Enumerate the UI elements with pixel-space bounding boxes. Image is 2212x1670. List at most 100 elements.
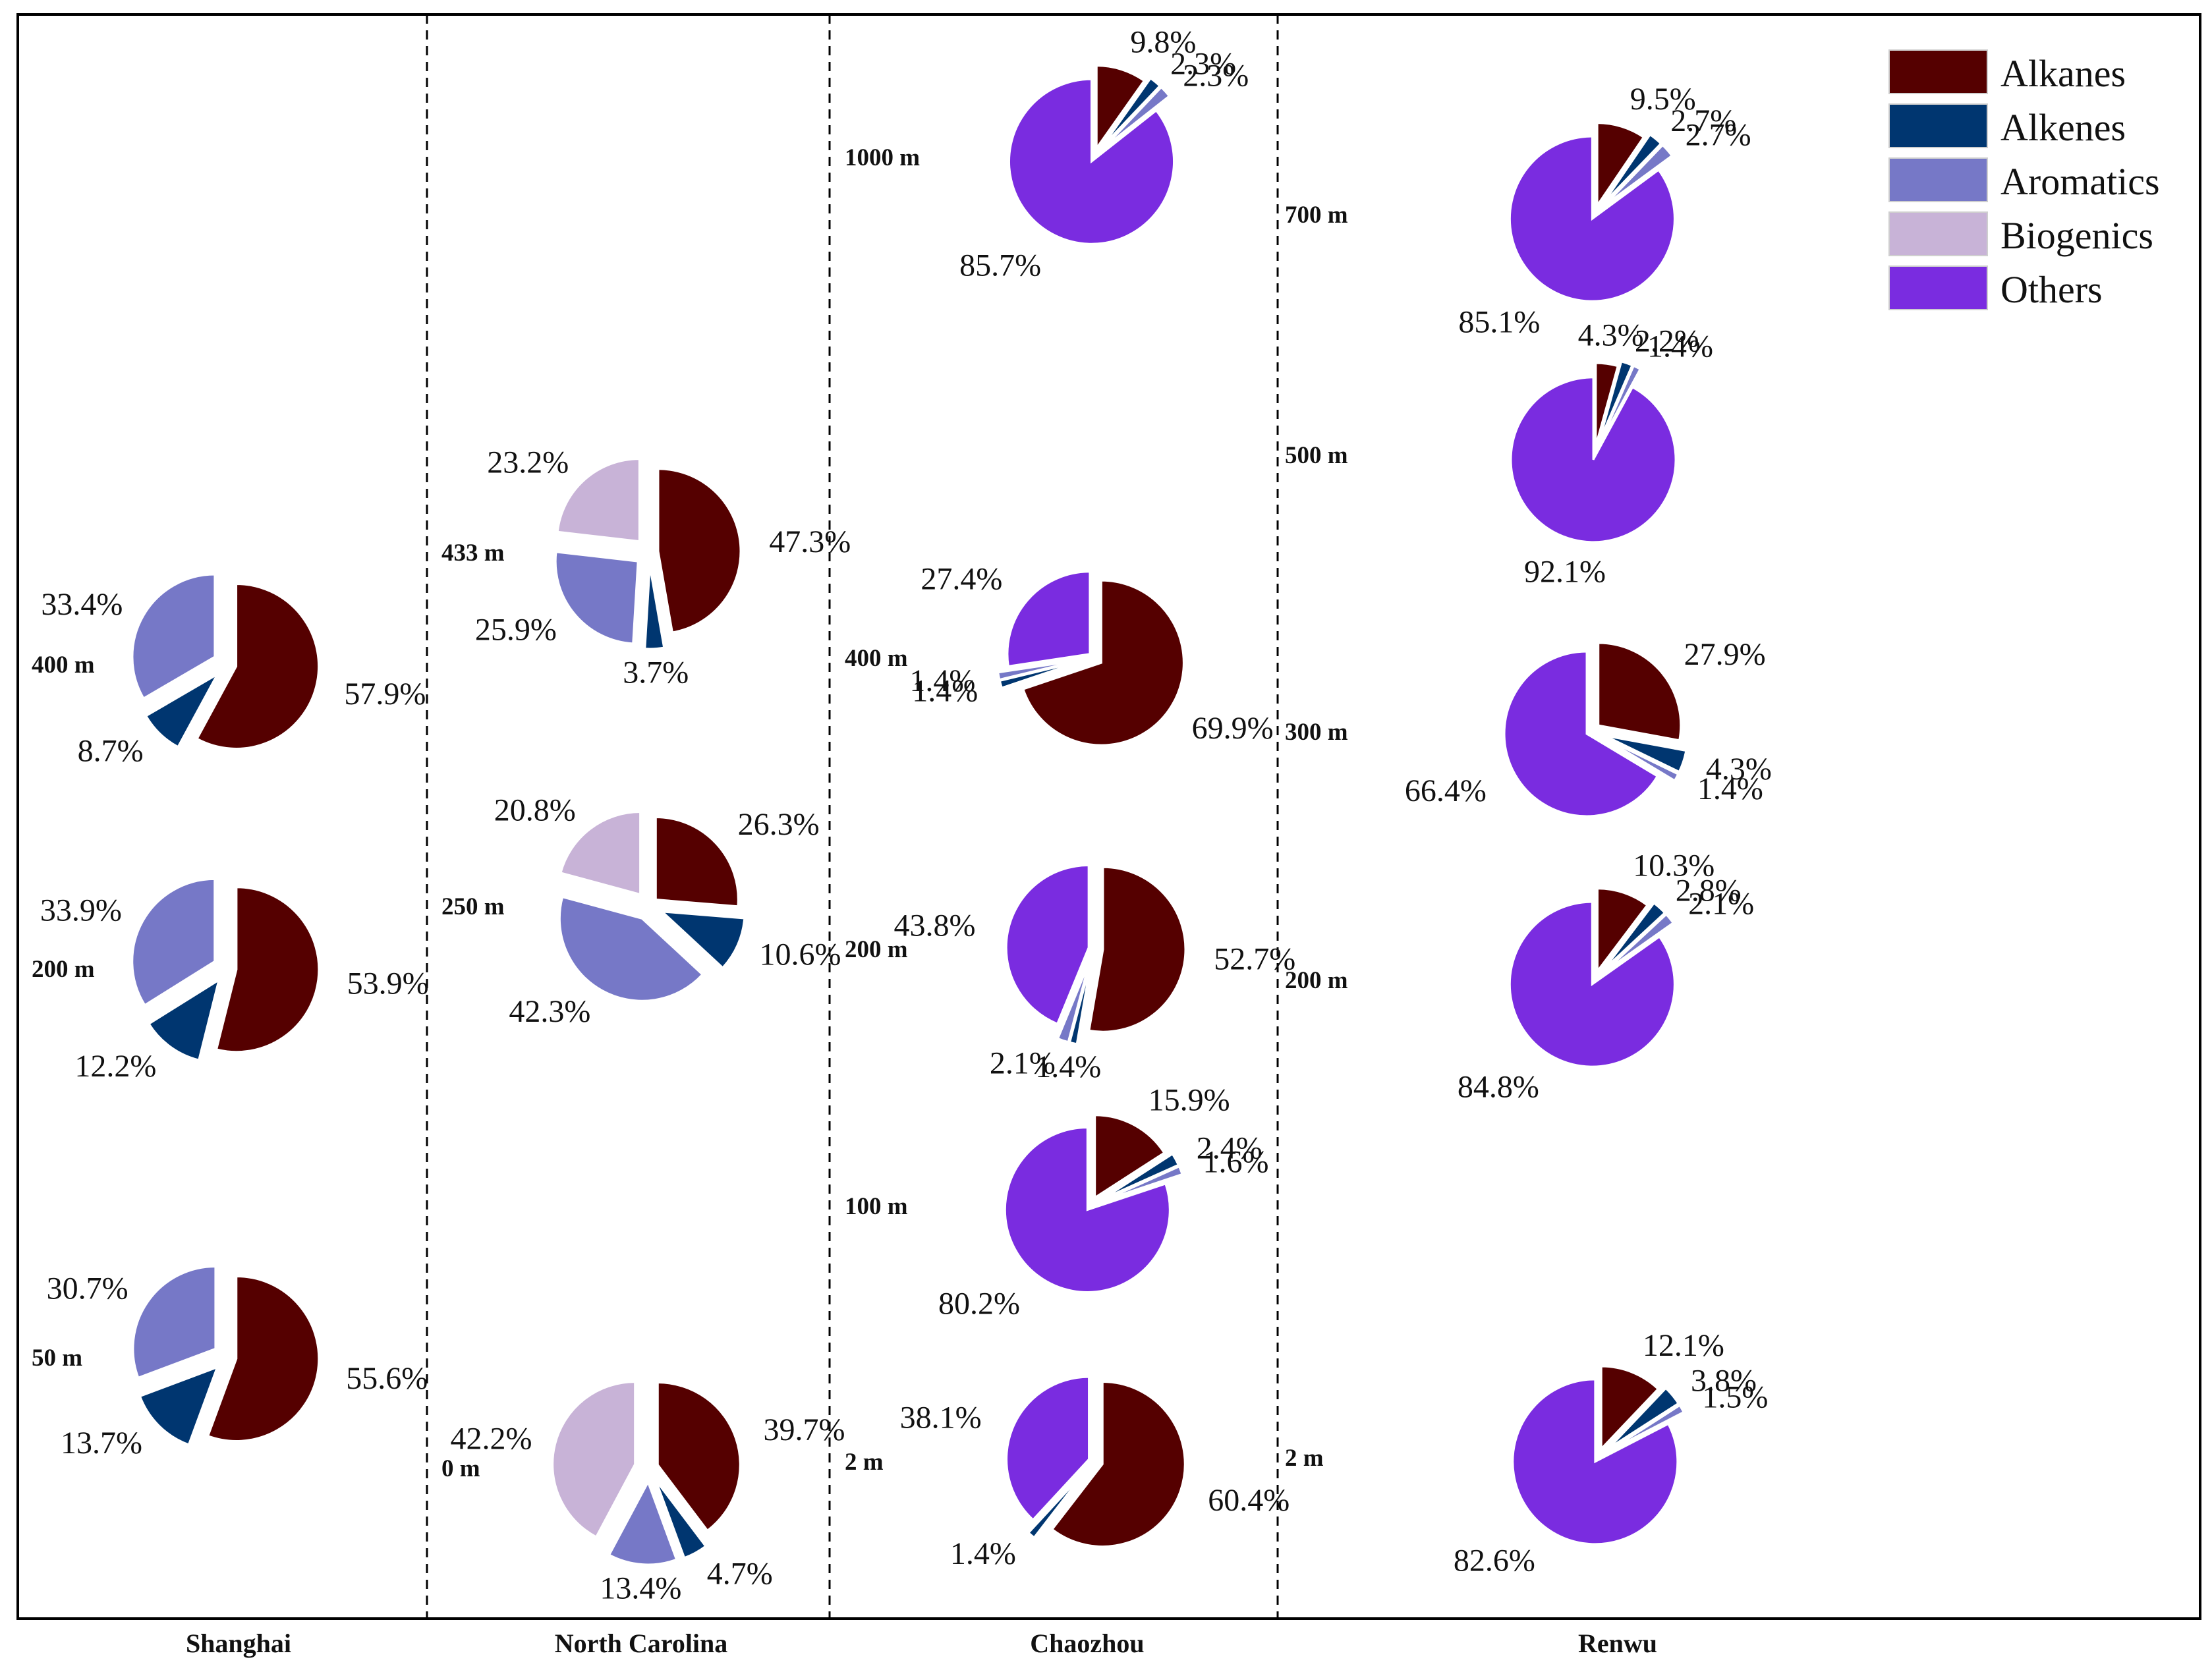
slice-label-others: 85.1%: [1458, 304, 1540, 339]
slice-label-alkanes: 27.9%: [1684, 637, 1766, 672]
legend-label-aromatics: Aromatics: [2000, 160, 2160, 203]
legend-swatch-alkanes: [1888, 49, 1988, 94]
site-labels: Shanghai North Carolina Chaozhou Renwu: [186, 1628, 1657, 1658]
slice-label-alkanes: 57.9%: [344, 677, 426, 711]
pie-slice-aromatics: [1103, 1165, 1183, 1202]
pie-slice-others: [1006, 1376, 1091, 1522]
altitude-label: 433 m: [441, 540, 505, 567]
slice-label-alkenes: 8.7%: [78, 733, 144, 768]
pie-north-carolina-250-m: 250 m 26.3% 10.6% 42.3% 20.8%: [441, 793, 841, 1029]
slice-label-alkenes: 1.4%: [950, 1536, 1016, 1571]
slice-label-alkenes: 3.8%: [1691, 1363, 1757, 1398]
slice-label-aromatics: 42.3%: [509, 994, 590, 1029]
slice-label-alkenes: 1.4%: [912, 674, 978, 709]
slice-label-alkanes: 26.3%: [738, 807, 820, 842]
pie-slice-alkanes: [656, 1381, 741, 1532]
slice-label-alkanes: 39.7%: [764, 1412, 845, 1447]
pie-chaozhou-200-m: 200 m 52.7% 1.4%2.1% 43.8%: [845, 864, 1295, 1084]
pie-slice-aromatics: [558, 895, 704, 1002]
legend-swatch-alkenes: [1888, 103, 1988, 148]
slice-label-alkanes: 47.3%: [769, 524, 851, 559]
legend-swatch-others: [1888, 265, 1988, 310]
slice-label-aromatics: 25.9%: [475, 613, 557, 648]
slice-label-aromatics: 13.4%: [600, 1571, 681, 1606]
slice-label-alkenes: 2.7%: [1670, 103, 1736, 138]
pie-slice-aromatics: [1605, 913, 1675, 972]
pie-slice-others: [1006, 571, 1091, 668]
legend-swatch-aromatics: [1888, 157, 1988, 202]
slice-label-alkanes: 9.5%: [1630, 82, 1696, 117]
altitude-label: 50 m: [32, 1345, 82, 1372]
pie-slice-alkanes: [1597, 642, 1682, 742]
pie-north-carolina-433-m: 433 m 47.3% 3.7% 25.9% 23.2%: [441, 445, 851, 690]
legend-swatch-biogenics: [1888, 211, 1988, 256]
slice-label-others: 43.8%: [894, 908, 976, 943]
pie-slice-others: [1512, 1378, 1679, 1545]
pies-layer: 400 m 57.9% 8.7% 33.4% 200 m 53.9% 12.2% 33.9% 5…: [32, 25, 1772, 1606]
pie-slice-alkenes: [655, 1480, 708, 1559]
pie-renwu-500-m: 500 m 4.3%2.2%1.4% 92.1%: [1285, 318, 1713, 590]
pie-renwu-2-m: 2 m 12.1%3.8%1.5% 82.6%: [1285, 1328, 1768, 1578]
slice-label-alkanes: 9.8%: [1130, 25, 1196, 60]
pie-slice-aromatics: [997, 659, 1080, 681]
altitude-label: 200 m: [845, 936, 908, 963]
legend-label-alkenes: Alkenes: [2000, 106, 2126, 149]
slice-label-others: 85.7%: [959, 248, 1041, 283]
slice-label-alkanes: 55.6%: [346, 1361, 428, 1396]
pie-slice-aromatics: [554, 551, 639, 645]
altitude-label: 200 m: [32, 956, 95, 983]
pie-renwu-300-m: 300 m 27.9% 4.3%1.4% 66.4%: [1285, 637, 1772, 818]
pie-slice-alkenes: [1102, 76, 1162, 147]
slice-label-aromatics: 2.7%: [1686, 117, 1751, 152]
slice-label-alkanes: 53.9%: [347, 966, 429, 1001]
pie-slice-aromatics: [1603, 737, 1680, 782]
slice-label-aromatics: 33.4%: [41, 587, 123, 622]
slice-label-others: 66.4%: [1405, 773, 1487, 808]
pie-slice-alkanes: [654, 816, 739, 908]
altitude-label: 500 m: [1285, 442, 1348, 469]
pie-slice-aromatics: [1104, 86, 1171, 148]
slice-label-alkanes: 4.3%: [1578, 318, 1644, 353]
pie-slice-aromatics: [1600, 364, 1642, 442]
slice-label-aromatics: 1.4%: [909, 663, 975, 698]
pie-slice-aromatics: [1604, 144, 1674, 206]
slice-label-aromatics: 2.1%: [1688, 887, 1754, 922]
pie-slice-others: [1008, 78, 1176, 245]
slice-label-alkenes: 1.4%: [1035, 1049, 1101, 1084]
pie-slice-alkenes: [144, 671, 220, 748]
slice-label-aromatics: 1.4%: [1697, 771, 1763, 806]
slice-label-aromatics: 1.4%: [1647, 329, 1713, 364]
slice-label-others: 38.1%: [900, 1400, 982, 1435]
pie-renwu-700-m: 700 m 9.5%2.7%2.7% 85.1%: [1285, 82, 1751, 339]
pie-slice-alkanes: [1596, 887, 1649, 974]
pie-slice-alkanes: [1596, 122, 1645, 209]
pie-slice-alkanes: [1094, 1114, 1166, 1200]
pie-slice-alkenes: [1598, 360, 1633, 441]
pie-slice-aromatics: [131, 573, 216, 700]
altitude-label: 300 m: [1285, 719, 1348, 746]
pie-slice-alkanes: [1088, 866, 1187, 1033]
pie-slice-aromatics: [1610, 1404, 1686, 1451]
pie-slice-alkenes: [148, 978, 221, 1061]
slice-label-aromatics: 30.7%: [47, 1271, 128, 1306]
pie-slice-alkanes: [1600, 1365, 1660, 1451]
pie-slice-biogenics: [556, 458, 640, 543]
pie-slice-alkenes: [1102, 1152, 1180, 1200]
slice-label-aromatics: 2.3%: [1183, 59, 1249, 94]
pie-shanghai-400-m: 400 m 57.9% 8.7% 33.4%: [32, 573, 426, 768]
slice-label-alkenes: 13.7%: [61, 1426, 142, 1461]
altitude-label: 200 m: [1285, 967, 1348, 994]
legend-label-biogenics: Biogenics: [2000, 214, 2153, 257]
slice-label-alkenes: 3.7%: [623, 655, 689, 690]
pie-slice-others: [1510, 376, 1677, 543]
slice-label-others: 80.2%: [938, 1287, 1020, 1322]
pie-chaozhou-2-m: 2 m 60.4% 1.4% 38.1%: [845, 1376, 1290, 1571]
pie-slice-alkenes: [1602, 133, 1662, 204]
altitude-label: 400 m: [32, 652, 95, 679]
pie-slice-alkenes: [998, 660, 1081, 689]
slice-label-alkanes: 69.9%: [1192, 711, 1274, 746]
legend-label-alkanes: Alkanes: [2000, 52, 2126, 95]
pie-slice-others: [1508, 901, 1676, 1068]
